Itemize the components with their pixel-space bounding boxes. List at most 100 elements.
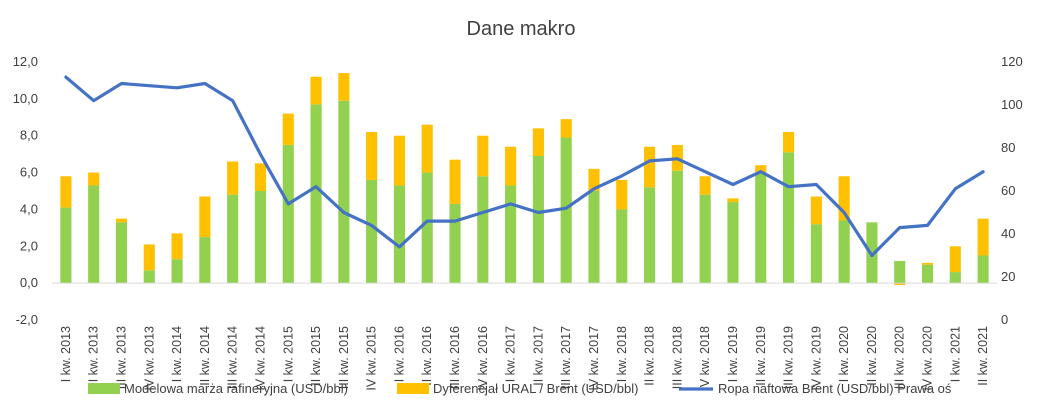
bar-ural-brent-diff	[616, 179, 628, 210]
bar-refining-margin	[894, 261, 906, 284]
bar-refining-margin	[143, 270, 155, 284]
bar-refining-margin	[949, 272, 961, 284]
x-tick-label: IV kw. 2015	[365, 326, 379, 391]
bar-ural-brent-diff	[60, 176, 72, 208]
legend-swatch-diff	[397, 383, 429, 394]
x-tick-label: II kw. 2015	[309, 326, 323, 386]
bar-refining-margin	[782, 152, 795, 284]
brent-line	[64, 75, 985, 258]
x-tick-label: III kw. 2015	[337, 326, 351, 389]
x-tick-label: IV kw. 2019	[809, 326, 823, 391]
bar-refining-margin	[338, 100, 350, 284]
bar-ural-brent-diff	[921, 262, 934, 265]
legend: Modelowa marża rafineryjna (USD/bbl) Dyfe…	[88, 381, 952, 396]
bar-refining-margin	[115, 222, 128, 284]
bar-ural-brent-diff	[199, 196, 211, 238]
right-tick-label: 120	[1001, 54, 1023, 69]
bar-refining-margin	[199, 237, 211, 284]
bar-refining-margin	[227, 194, 239, 284]
bar-ural-brent-diff	[755, 165, 767, 173]
x-tick-label: III kw. 2020	[893, 326, 907, 389]
bar-ural-brent-diff	[699, 176, 711, 195]
bar-refining-margin	[449, 203, 461, 284]
x-tick-label: II kw. 2016	[420, 326, 434, 386]
legend-label-diff: Dyferencjał URAL / Brent (USD/bbl)	[433, 381, 638, 396]
bar-ural-brent-diff	[310, 76, 322, 105]
bar-refining-margin	[310, 104, 322, 284]
x-tick-label: I kw. 2020	[837, 326, 851, 382]
bar-refining-margin	[282, 144, 294, 284]
bar-ural-brent-diff	[532, 128, 544, 156]
bar-refining-margin	[254, 191, 267, 284]
x-tick-label: III kw. 2014	[226, 326, 240, 389]
bar-refining-margin	[699, 194, 711, 284]
x-tick-label: I kw. 2019	[726, 326, 740, 382]
right-tick-label: 0	[1001, 312, 1008, 327]
bar-ural-brent-diff	[894, 283, 906, 285]
bar-ural-brent-diff	[449, 159, 461, 204]
x-tick-label: IV kw. 2016	[476, 326, 490, 391]
left-tick-label: 10,0	[13, 91, 38, 106]
bar-refining-margin	[921, 264, 934, 284]
x-tick-label: IV kw. 2017	[587, 326, 601, 391]
left-axis-ticks: -2,0 0,0 2,0 4,0 6,0 8,0 10,0 12,0	[13, 54, 38, 327]
bar-ural-brent-diff	[338, 73, 350, 101]
bar-ural-brent-diff	[477, 135, 489, 177]
x-tick-label: IV kw. 2020	[921, 326, 935, 391]
x-tick-label: II kw. 2021	[976, 326, 990, 386]
x-tick-label: II kw. 2014	[198, 326, 212, 386]
left-tick-label: 0,0	[20, 275, 38, 290]
bar-ural-brent-diff	[810, 196, 822, 225]
left-tick-label: 6,0	[20, 165, 38, 180]
brent-line-group	[64, 75, 985, 258]
legend-label-margin: Modelowa marża rafineryjna (USD/bbl)	[124, 381, 348, 396]
legend-swatch-margin	[88, 383, 120, 394]
x-tick-label: I kw. 2017	[504, 326, 518, 382]
bar-refining-margin	[88, 185, 100, 284]
bar-refining-margin	[421, 172, 433, 284]
x-tick-label: II kw. 2020	[865, 326, 879, 386]
bar-refining-margin	[810, 224, 822, 284]
bar-refining-margin	[616, 209, 628, 284]
x-tick-label: IV kw. 2013	[142, 326, 156, 391]
bars	[60, 73, 989, 285]
bar-refining-margin	[755, 172, 767, 284]
x-tick-label: I kw. 2013	[59, 326, 73, 382]
bar-refining-margin	[727, 202, 739, 284]
left-tick-label: 4,0	[20, 201, 38, 216]
left-tick-label: 8,0	[20, 128, 38, 143]
bar-refining-margin	[366, 179, 378, 284]
x-tick-label: III kw. 2016	[448, 326, 462, 389]
right-tick-label: 100	[1001, 97, 1023, 112]
bar-ural-brent-diff	[393, 135, 405, 186]
x-tick-label: IV kw. 2014	[253, 326, 267, 391]
left-tick-label: 12,0	[13, 54, 38, 69]
right-tick-label: 80	[1001, 140, 1015, 155]
bar-ural-brent-diff	[977, 218, 989, 256]
bar-ural-brent-diff	[588, 168, 600, 191]
left-tick-label: -2,0	[16, 312, 38, 327]
bar-ural-brent-diff	[949, 246, 961, 273]
bar-ural-brent-diff	[227, 161, 239, 195]
bar-refining-margin	[588, 191, 600, 284]
bar-ural-brent-diff	[560, 119, 572, 138]
bar-ural-brent-diff	[88, 172, 100, 186]
x-tick-label: II kw. 2017	[531, 326, 545, 386]
right-tick-label: 60	[1001, 183, 1015, 198]
x-tick-label: I kw. 2016	[392, 326, 406, 382]
x-tick-label: IV kw. 2018	[698, 326, 712, 391]
bar-ural-brent-diff	[505, 146, 517, 186]
bar-refining-margin	[60, 207, 72, 284]
x-tick-label: III kw. 2013	[114, 326, 128, 389]
x-tick-label: I kw. 2015	[281, 326, 295, 382]
bar-refining-margin	[977, 255, 989, 284]
bar-refining-margin	[671, 170, 683, 284]
x-tick-label: III kw. 2019	[782, 326, 796, 389]
bar-ural-brent-diff	[115, 218, 128, 223]
bar-refining-margin	[644, 187, 656, 284]
x-tick-label: I kw. 2018	[615, 326, 629, 382]
x-tick-label: III kw. 2018	[670, 326, 684, 389]
x-tick-label: II kw. 2018	[643, 326, 657, 386]
right-axis-ticks: 0 20 40 60 80 100 120	[1001, 54, 1023, 327]
bar-ural-brent-diff	[366, 132, 378, 180]
